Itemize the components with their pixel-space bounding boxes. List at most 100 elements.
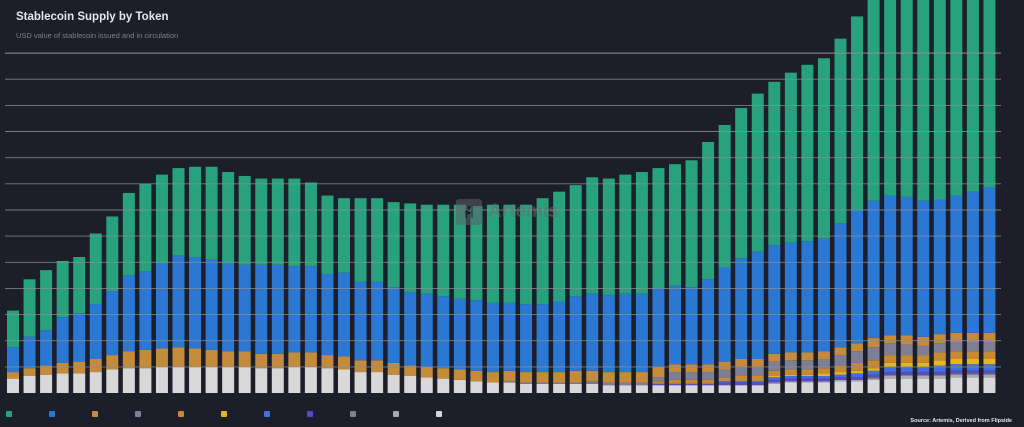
- bar-stack[interactable]: [89, 233, 102, 393]
- bar-segment[interactable]: [917, 362, 930, 367]
- bar-segment[interactable]: [950, 370, 963, 374]
- bar-stack[interactable]: [768, 81, 781, 393]
- bar-segment[interactable]: [73, 257, 86, 314]
- bar-segment[interactable]: [801, 376, 814, 379]
- bar-segment[interactable]: [56, 260, 69, 318]
- bar-segment[interactable]: [685, 379, 698, 384]
- bar-segment[interactable]: [933, 365, 946, 373]
- bar-segment[interactable]: [387, 374, 400, 393]
- bar-segment[interactable]: [817, 238, 830, 352]
- bar-stack[interactable]: [172, 168, 185, 393]
- bar-segment[interactable]: [751, 359, 764, 367]
- bar-segment[interactable]: [751, 251, 764, 359]
- bar-segment[interactable]: [553, 191, 566, 302]
- legend-item[interactable]: [6, 411, 49, 419]
- bar-segment[interactable]: [735, 359, 748, 367]
- bar-segment[interactable]: [602, 294, 615, 373]
- bar-segment[interactable]: [851, 16, 864, 210]
- bar-stack[interactable]: [950, 0, 963, 393]
- bar-segment[interactable]: [172, 366, 185, 393]
- bar-segment[interactable]: [586, 293, 599, 371]
- bar-segment[interactable]: [950, 195, 963, 333]
- bar-segment[interactable]: [784, 352, 797, 361]
- bar-segment[interactable]: [718, 369, 731, 378]
- bar-stack[interactable]: [884, 0, 897, 393]
- bar-segment[interactable]: [288, 352, 301, 367]
- bar-segment[interactable]: [602, 178, 615, 295]
- bar-segment[interactable]: [917, 200, 930, 337]
- bar-segment[interactable]: [172, 168, 185, 256]
- bar-stack[interactable]: [453, 204, 466, 393]
- bar-segment[interactable]: [635, 382, 648, 386]
- bar-segment[interactable]: [338, 198, 350, 273]
- bar-stack[interactable]: [56, 260, 69, 393]
- bar-segment[interactable]: [635, 385, 648, 393]
- bar-segment[interactable]: [271, 353, 284, 369]
- bar-stack[interactable]: [966, 0, 979, 393]
- bar-segment[interactable]: [867, 347, 880, 361]
- bar-segment[interactable]: [751, 93, 764, 252]
- bar-segment[interactable]: [801, 378, 814, 382]
- bar-segment[interactable]: [966, 342, 979, 352]
- bar-segment[interactable]: [404, 203, 417, 293]
- bar-segment[interactable]: [486, 382, 499, 393]
- bar-segment[interactable]: [768, 376, 781, 378]
- bar-segment[interactable]: [950, 377, 963, 393]
- bar-stack[interactable]: [784, 72, 797, 393]
- bar-segment[interactable]: [470, 370, 483, 382]
- bar-segment[interactable]: [354, 360, 367, 373]
- legend-item[interactable]: [49, 411, 92, 419]
- bar-segment[interactable]: [553, 383, 566, 393]
- bar-segment[interactable]: [884, 195, 897, 336]
- bar-segment[interactable]: [569, 370, 582, 383]
- legend-item[interactable]: [393, 411, 436, 419]
- bar-stack[interactable]: [354, 198, 367, 393]
- bar-segment[interactable]: [817, 373, 830, 377]
- bar-segment[interactable]: [238, 351, 251, 367]
- bar-segment[interactable]: [950, 332, 963, 343]
- bar-segment[interactable]: [503, 382, 516, 393]
- bar-segment[interactable]: [834, 379, 847, 382]
- bar-segment[interactable]: [933, 343, 946, 353]
- bar-stack[interactable]: [834, 38, 847, 393]
- bar-stack[interactable]: [669, 164, 681, 393]
- bar-segment[interactable]: [966, 359, 979, 365]
- bar-segment[interactable]: [371, 360, 384, 373]
- bar-segment[interactable]: [917, 366, 930, 373]
- bar-segment[interactable]: [155, 366, 168, 393]
- bar-segment[interactable]: [768, 81, 781, 246]
- bar-segment[interactable]: [751, 382, 764, 386]
- bar-segment[interactable]: [222, 172, 235, 264]
- bar-stack[interactable]: [155, 174, 168, 393]
- bar-stack[interactable]: [40, 270, 53, 393]
- bar-segment[interactable]: [983, 0, 996, 188]
- bar-segment[interactable]: [89, 233, 102, 305]
- bar-segment[interactable]: [602, 372, 615, 383]
- bar-segment[interactable]: [867, 338, 880, 348]
- bar-segment[interactable]: [851, 351, 864, 363]
- bar-segment[interactable]: [884, 378, 897, 393]
- bar-segment[interactable]: [569, 382, 582, 384]
- bar-stack[interactable]: [817, 58, 830, 393]
- bar-segment[interactable]: [569, 296, 582, 371]
- bar-segment[interactable]: [7, 310, 19, 348]
- bar-segment[interactable]: [89, 304, 102, 359]
- bar-segment[interactable]: [7, 378, 19, 393]
- bar-segment[interactable]: [851, 343, 864, 352]
- bar-segment[interactable]: [817, 381, 830, 383]
- bar-segment[interactable]: [735, 107, 748, 259]
- bar-segment[interactable]: [817, 376, 830, 379]
- bar-segment[interactable]: [106, 216, 119, 292]
- bar-segment[interactable]: [685, 364, 698, 373]
- bar-segment[interactable]: [685, 385, 698, 393]
- legend-item[interactable]: [307, 411, 350, 419]
- bar-segment[interactable]: [40, 330, 53, 366]
- bar-segment[interactable]: [669, 164, 681, 286]
- bar-segment[interactable]: [503, 370, 516, 382]
- bar-stack[interactable]: [553, 191, 566, 393]
- bar-segment[interactable]: [669, 372, 681, 380]
- bar-segment[interactable]: [784, 374, 797, 376]
- bar-segment[interactable]: [89, 372, 102, 393]
- bar-segment[interactable]: [884, 343, 897, 356]
- bar-segment[interactable]: [966, 364, 979, 371]
